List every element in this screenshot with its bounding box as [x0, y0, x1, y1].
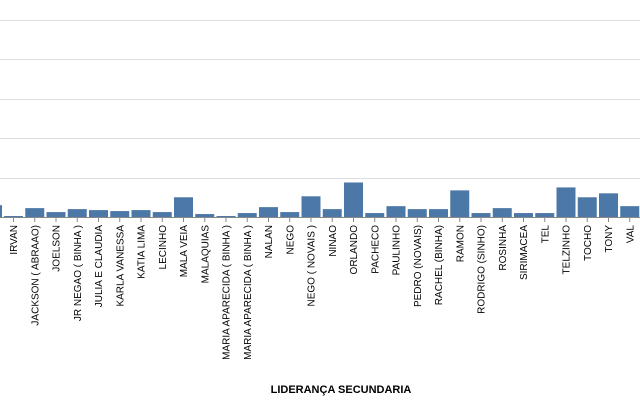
bar-5	[110, 211, 130, 217]
bar-9	[195, 214, 215, 217]
bar-23	[492, 208, 512, 217]
grid-lines	[0, 20, 640, 179]
bar-28	[599, 193, 618, 217]
x-tick-label-19: PEDRO (NOVAIS)	[413, 225, 424, 307]
bar-3	[67, 209, 87, 217]
bar-8	[174, 197, 193, 217]
x-ticks	[13, 217, 631, 222]
x-tick-label-10: MARIA APARECIDA ( BINHA )	[222, 225, 233, 360]
x-axis-title: LIDERANÇA SECUNDARIA	[271, 384, 412, 396]
x-tick-label-20: RACHEL (BINHA)	[434, 225, 445, 305]
x-tick-label-26: TELZINHO	[562, 225, 573, 275]
x-tick-label-2: JOELSON	[52, 225, 63, 272]
x-tick-label-23: ROSINHA	[498, 225, 509, 271]
bar-16	[344, 182, 363, 217]
bar-4	[89, 210, 108, 217]
bar-14	[301, 196, 321, 217]
bar-15	[322, 209, 342, 217]
x-tick-label-1: JACKSON ( ABRAAO)	[30, 225, 41, 326]
x-tick-label-11: MARIA APARECIDA ( BINHA )	[243, 225, 254, 360]
bar-10	[216, 216, 236, 217]
bar-20	[429, 209, 448, 217]
bar-13	[280, 212, 300, 217]
x-tick-label-18: PAULINHO	[392, 225, 403, 276]
bar-24	[514, 213, 533, 217]
bars	[4, 182, 640, 217]
x-tick-label-5: KARLA VANESSA	[115, 225, 126, 307]
x-tick-label-0: IRVAN	[9, 225, 20, 255]
x-tick-labels: IRVAN JACKSON ( ABRAAO) JOELSON JR NEGAO ( …	[9, 225, 636, 360]
x-tick-label-12: NALAN	[264, 225, 275, 258]
bar-7	[152, 212, 172, 217]
x-tick-label-8: MALA VEIA	[179, 225, 190, 278]
bar-19	[407, 209, 427, 217]
x-tick-label-7: LECINHO	[158, 225, 169, 270]
bar-22	[471, 213, 491, 217]
bar-27	[577, 197, 597, 217]
bar-partial-left	[0, 205, 2, 217]
x-tick-label-29: VAL	[625, 225, 636, 244]
bar-17	[365, 213, 385, 217]
bar-26	[556, 187, 576, 217]
bar-1	[25, 208, 45, 217]
x-tick-label-13: NEGO	[285, 225, 296, 255]
bar-0	[4, 216, 23, 217]
bar-11	[237, 213, 257, 217]
bar-29	[620, 206, 640, 217]
x-tick-label-28: TONY	[604, 225, 615, 253]
x-tick-label-14: NEGO ( NOVAIS )	[307, 225, 318, 307]
x-tick-label-25: TEL	[540, 225, 551, 244]
bar-25	[535, 213, 555, 217]
bar-12	[259, 207, 278, 217]
x-tick-label-16: ORLANDO	[349, 225, 360, 275]
x-tick-label-3: JR NEGAO ( BINHA )	[73, 225, 84, 321]
bar-6	[131, 210, 151, 217]
x-tick-label-21: RAMON	[455, 225, 466, 262]
bar-21	[450, 190, 470, 217]
bar-2	[46, 212, 66, 217]
x-tick-label-4: JULIA E CLAUDIA	[94, 225, 105, 308]
partial-bars	[0, 205, 2, 217]
x-tick-label-15: NINAO	[328, 225, 339, 257]
x-tick-label-9: MALAQUIAS	[200, 225, 211, 284]
x-tick-label-24: SIRIMACEA	[519, 225, 530, 280]
x-tick-label-6: KATIA LIMA	[137, 225, 148, 279]
x-tick-label-27: TOCHO	[583, 225, 594, 261]
x-tick-label-22: RODRIGO (SINHO)	[477, 225, 488, 314]
x-tick-label-17: PACHECO	[370, 225, 381, 274]
bar-18	[386, 206, 406, 217]
